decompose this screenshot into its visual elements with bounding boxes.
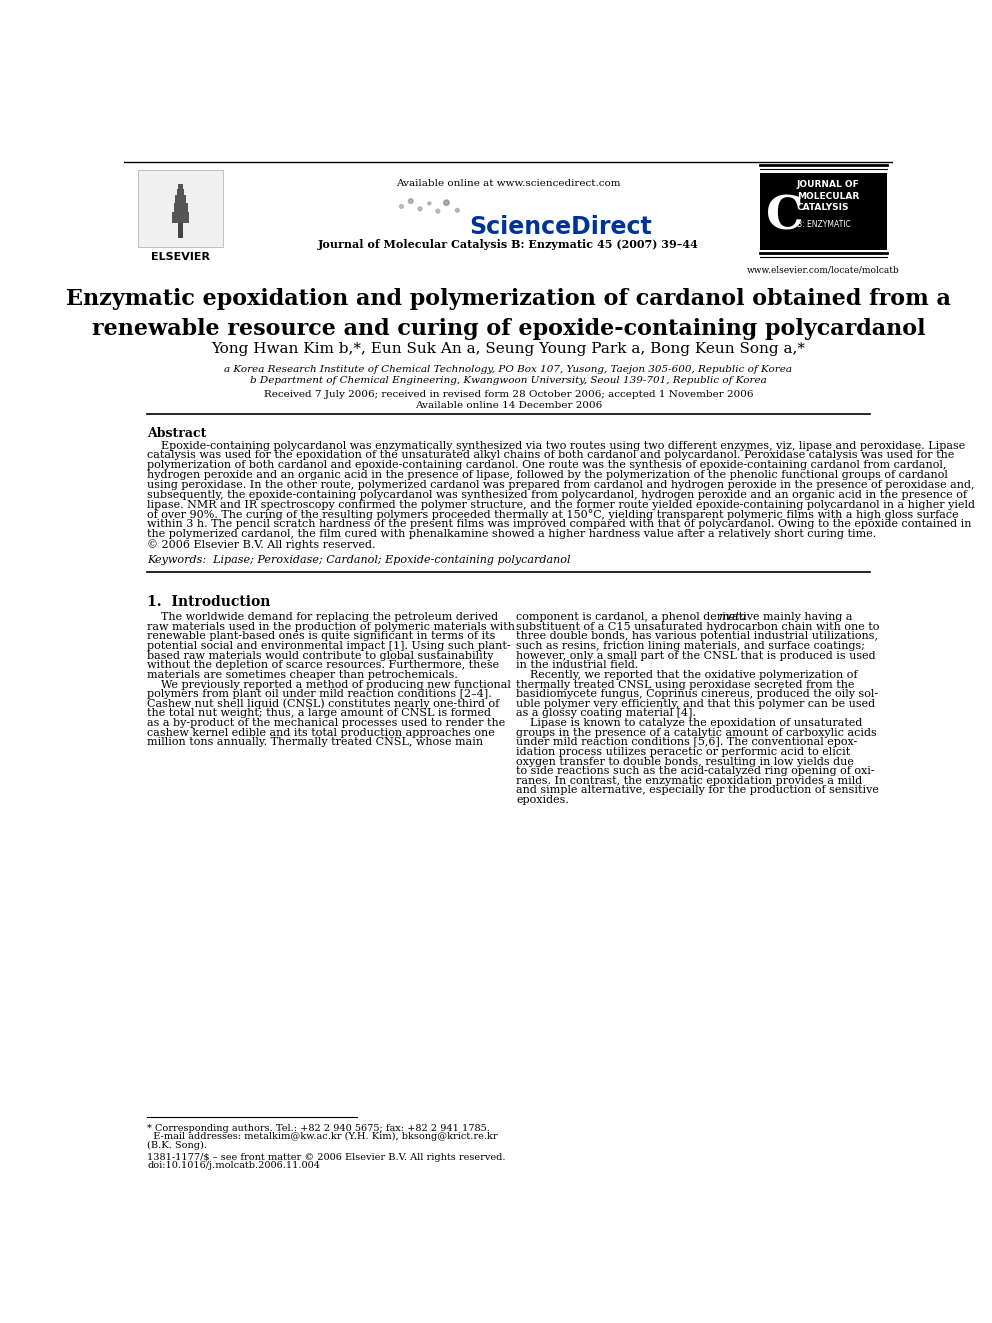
Text: of over 90%. The curing of the resulting polymers proceeded thermally at 150°C, : of over 90%. The curing of the resulting… (147, 509, 959, 520)
Text: Cashew nut shell liquid (CNSL) constitutes nearly one-third of: Cashew nut shell liquid (CNSL) constitut… (147, 699, 500, 709)
Text: Journal of Molecular Catalysis B: Enzymatic 45 (2007) 39–44: Journal of Molecular Catalysis B: Enzyma… (318, 239, 698, 250)
Text: The worldwide demand for replacing the petroleum derived: The worldwide demand for replacing the p… (147, 613, 498, 622)
Text: component is cardanol, a phenol derivative mainly having a: component is cardanol, a phenol derivati… (516, 613, 856, 622)
Text: oxygen transfer to double bonds, resulting in low yields due: oxygen transfer to double bonds, resulti… (516, 757, 854, 766)
Bar (176, 194, 186, 202)
Text: catalysis was used for the epoxidation of the unsaturated alkyl chains of both c: catalysis was used for the epoxidation o… (147, 450, 954, 460)
Circle shape (428, 202, 431, 205)
Text: within 3 h. The pencil scratch hardness of the present films was improved compar: within 3 h. The pencil scratch hardness … (147, 520, 972, 529)
Text: Enzymatic epoxidation and polymerization of cardanol obtained from a
renewable r: Enzymatic epoxidation and polymerization… (65, 288, 951, 340)
Circle shape (409, 198, 413, 204)
Text: the total nut weight; thus, a large amount of CNSL is formed: the total nut weight; thus, a large amou… (147, 708, 491, 718)
Text: uble polymer very efficiently, and that this polymer can be used: uble polymer very efficiently, and that … (516, 699, 875, 709)
Text: million tons annually. Thermally treated CNSL, whose main: million tons annually. Thermally treated… (147, 737, 483, 747)
Text: under mild reaction conditions [5,6]. The conventional epox-: under mild reaction conditions [5,6]. Th… (516, 737, 857, 747)
Text: as a glossy coating material [4].: as a glossy coating material [4]. (516, 708, 696, 718)
Text: to side reactions such as the acid-catalyzed ring opening of oxi-: to side reactions such as the acid-catal… (516, 766, 875, 777)
Text: without the depletion of scarce resources. Furthermore, these: without the depletion of scarce resource… (147, 660, 499, 671)
Circle shape (418, 206, 422, 210)
Text: (B.K. Song).: (B.K. Song). (147, 1140, 207, 1150)
Text: using peroxidase. In the other route, polymerized cardanol was prepared from car: using peroxidase. In the other route, po… (147, 480, 975, 490)
Text: groups in the presence of a catalytic amount of carboxylic acids: groups in the presence of a catalytic am… (516, 728, 877, 738)
Text: cashew kernel edible and its total production approaches one: cashew kernel edible and its total produ… (147, 728, 495, 738)
Text: doi:10.1016/j.molcatb.2006.11.004: doi:10.1016/j.molcatb.2006.11.004 (147, 1162, 320, 1171)
Text: a Korea Research Institute of Chemical Technology, PO Box 107, Yusong, Taejon 30: a Korea Research Institute of Chemical T… (224, 365, 793, 374)
Text: Lipase is known to catalyze the epoxidation of unsaturated: Lipase is known to catalyze the epoxidat… (516, 718, 862, 728)
Text: substituent of a C15 unsaturated hydrocarbon chain with one to: substituent of a C15 unsaturated hydroca… (516, 622, 880, 632)
Text: three double bonds, has various potential industrial utilizations,: three double bonds, has various potentia… (516, 631, 878, 642)
Text: ScienceDirect: ScienceDirect (469, 214, 652, 239)
Text: raw materials used in the production of polymeric materials with: raw materials used in the production of … (147, 622, 515, 632)
Text: materials are sometimes cheaper than petrochemicals.: materials are sometimes cheaper than pet… (147, 669, 458, 680)
Text: however, only a small part of the CNSL that is produced is used: however, only a small part of the CNSL t… (516, 651, 876, 660)
Text: * Corresponding authors. Tel.: +82 2 940 5675; fax: +82 2 941 1785.: * Corresponding authors. Tel.: +82 2 940… (147, 1123, 490, 1132)
Text: basidiomycete fungus, Coprinus cinereus, produced the oily sol-: basidiomycete fungus, Coprinus cinereus,… (516, 689, 878, 699)
Text: Received 7 July 2006; received in revised form 28 October 2006; accepted 1 Novem: Received 7 July 2006; received in revise… (264, 390, 753, 398)
Bar (138, 171, 223, 247)
Bar (174, 202, 187, 212)
Text: Epoxide-containing polycardanol was enzymatically synthesized via two routes usi: Epoxide-containing polycardanol was enzy… (147, 441, 965, 451)
Bar (179, 222, 183, 238)
Text: www.elsevier.com/locate/molcatb: www.elsevier.com/locate/molcatb (747, 265, 900, 274)
Text: polymers from plant oil under mild reaction conditions [2–4].: polymers from plant oil under mild react… (147, 689, 492, 699)
Text: thermally treated CNSL using peroxidase secreted from the: thermally treated CNSL using peroxidase … (516, 680, 855, 689)
Text: and simple alternative, especially for the production of sensitive: and simple alternative, especially for t… (516, 786, 879, 795)
Text: meta: meta (718, 613, 747, 622)
Text: in the industrial field.: in the industrial field. (516, 660, 639, 671)
Text: lipase. NMR and IR spectroscopy confirmed the polymer structure, and the former : lipase. NMR and IR spectroscopy confirme… (147, 500, 975, 509)
Text: the polymerized cardanol, the film cured with phenalkamine showed a higher hardn: the polymerized cardanol, the film cured… (147, 529, 877, 540)
Text: epoxides.: epoxides. (516, 795, 569, 804)
Text: B: ENZYMATIC: B: ENZYMATIC (797, 221, 850, 229)
Text: We previously reported a method of producing new functional: We previously reported a method of produ… (147, 680, 511, 689)
Text: hydrogen peroxide and an organic acid in the presence of lipase, followed by the: hydrogen peroxide and an organic acid in… (147, 470, 948, 480)
Text: © 2006 Elsevier B.V. All rights reserved.: © 2006 Elsevier B.V. All rights reserved… (147, 540, 376, 550)
Circle shape (455, 209, 459, 212)
Text: as a by-product of the mechanical processes used to render the: as a by-product of the mechanical proces… (147, 718, 506, 728)
Text: renewable plant-based ones is quite significant in terms of its: renewable plant-based ones is quite sign… (147, 631, 496, 642)
Text: Available online at www.sciencedirect.com: Available online at www.sciencedirect.co… (396, 179, 621, 188)
Bar (760, 172, 888, 250)
Text: JOURNAL OF
MOLECULAR
CATALYSIS: JOURNAL OF MOLECULAR CATALYSIS (797, 180, 859, 212)
Circle shape (400, 205, 404, 209)
Text: b Department of Chemical Engineering, Kwangwoon University, Seoul 139-701, Repub: b Department of Chemical Engineering, Kw… (250, 376, 767, 385)
Text: ranes. In contrast, the enzymatic epoxidation provides a mild: ranes. In contrast, the enzymatic epoxid… (516, 775, 862, 786)
Text: ELSEVIER: ELSEVIER (151, 251, 210, 262)
Text: such as resins, friction lining materials, and surface coatings;: such as resins, friction lining material… (516, 642, 865, 651)
Bar (179, 184, 183, 189)
Bar (172, 212, 189, 222)
Text: Available online 14 December 2006: Available online 14 December 2006 (415, 401, 602, 410)
Text: potential social and environmental impact [1]. Using such plant-: potential social and environmental impac… (147, 642, 511, 651)
Text: 1381-1177/$ – see front matter © 2006 Elsevier B.V. All rights reserved.: 1381-1177/$ – see front matter © 2006 El… (147, 1152, 506, 1162)
Text: Keywords:  Lipase; Peroxidase; Cardanol; Epoxide-containing polycardanol: Keywords: Lipase; Peroxidase; Cardanol; … (147, 556, 570, 565)
Text: Recently, we reported that the oxidative polymerization of: Recently, we reported that the oxidative… (516, 669, 858, 680)
Text: C: C (766, 193, 804, 239)
Text: Abstract: Abstract (147, 427, 206, 439)
Text: subsequently, the epoxide-containing polycardanol was synthesized from polycarda: subsequently, the epoxide-containing pol… (147, 490, 967, 500)
Text: Yong Hwan Kim b,*, Eun Suk An a, Seung Young Park a, Bong Keun Song a,*: Yong Hwan Kim b,*, Eun Suk An a, Seung Y… (211, 343, 806, 356)
Text: 1.  Introduction: 1. Introduction (147, 595, 271, 609)
Circle shape (435, 209, 439, 213)
Text: idation process utilizes peracetic or performic acid to elicit: idation process utilizes peracetic or pe… (516, 747, 850, 757)
Bar (177, 189, 185, 194)
Circle shape (443, 200, 449, 205)
Text: E-mail addresses: metalkim@kw.ac.kr (Y.H. Kim), bksong@krict.re.kr: E-mail addresses: metalkim@kw.ac.kr (Y.H… (147, 1132, 498, 1142)
Text: polymerization of both cardanol and epoxide-containing cardanol. One route was t: polymerization of both cardanol and epox… (147, 460, 946, 470)
Text: based raw materials would contribute to global sustainability: based raw materials would contribute to … (147, 651, 494, 660)
